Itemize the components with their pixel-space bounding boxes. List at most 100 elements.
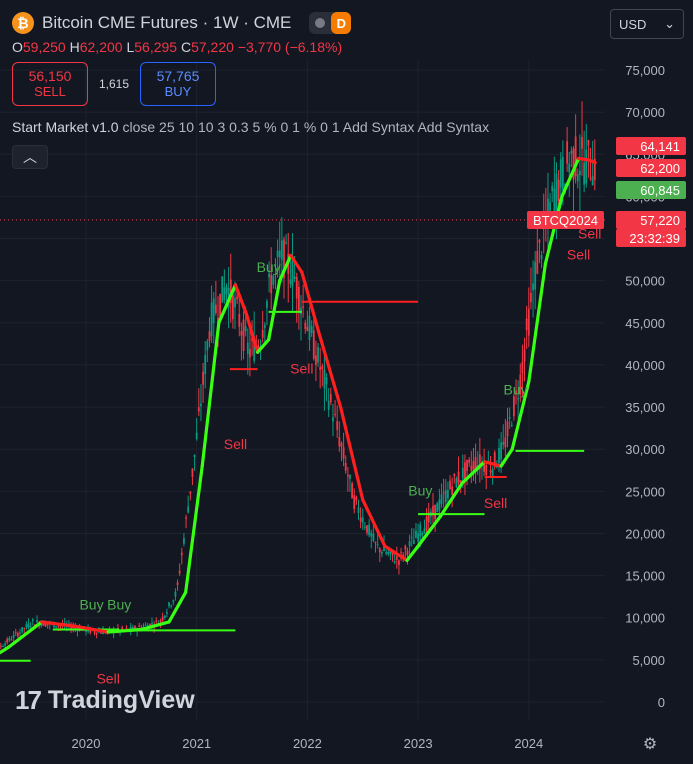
x-tick-label: 2023: [404, 736, 433, 751]
trend-line-segment: [416, 515, 442, 548]
candle-body: [163, 615, 166, 618]
y-tick-label: 45,000: [625, 316, 665, 331]
indicator-name: Start Market v1.0: [12, 119, 119, 135]
chevron-up-icon: ︿: [23, 149, 37, 165]
buy-signal-label: Buy: [408, 483, 432, 499]
candle-body: [197, 407, 200, 412]
trend-line-segment: [217, 283, 238, 325]
trend-line-segment: [40, 620, 77, 628]
buy-button[interactable]: 57,765 BUY: [140, 62, 216, 106]
candle-body: [532, 283, 534, 291]
delayed-badge: D: [331, 12, 352, 34]
trend-line-segment: [0, 645, 11, 655]
candle-body: [319, 367, 322, 370]
candle-body: [536, 250, 539, 274]
settings-gear-icon[interactable]: ⚙: [642, 736, 658, 753]
candle-body: [46, 623, 49, 625]
buy-label: BUY: [164, 84, 192, 99]
y-tick-label: 40,000: [625, 358, 665, 373]
candle-body: [29, 626, 32, 628]
candle-body: [202, 371, 204, 385]
trend-line-segment: [300, 270, 321, 333]
candle-body: [534, 261, 537, 290]
candle-body: [210, 302, 213, 337]
candle-body: [500, 442, 503, 460]
low-value: 56,295: [134, 39, 178, 55]
candle-body: [27, 623, 30, 628]
candle-body: [321, 365, 324, 370]
candle-body: [95, 632, 98, 635]
candle-body: [293, 276, 296, 280]
price-tag-trend: 60,845: [616, 181, 686, 199]
candle-body: [370, 532, 373, 537]
candle-body: [144, 624, 147, 626]
candle-body: [483, 463, 485, 472]
sell-signal-label: Sell: [224, 436, 247, 452]
candle-body: [174, 591, 177, 597]
tradingview-logo[interactable]: 17 TradingView: [15, 685, 195, 716]
candle-body: [246, 342, 249, 354]
candle-body: [19, 632, 21, 634]
candle-body: [229, 279, 232, 304]
candle-body: [231, 294, 234, 320]
candle-body: [568, 163, 571, 173]
indicator-params: close 25 10 10 3 0.3 5 % 0 1 % 0 1 Add S…: [122, 119, 490, 135]
candle-body: [31, 619, 34, 621]
candle-body: [523, 349, 526, 362]
candle-body: [363, 526, 366, 528]
candle-body: [451, 486, 454, 495]
candle-body: [421, 532, 424, 536]
candle-body: [10, 639, 13, 641]
candle-body: [489, 470, 492, 473]
candle-body: [40, 624, 43, 627]
bitcoin-icon: ₿: [12, 12, 34, 34]
candle-body: [391, 552, 394, 556]
candle-body: [402, 554, 405, 558]
y-tick-label: 15,000: [625, 569, 665, 584]
y-tick-label: 0: [658, 695, 665, 710]
trend-line-segment: [543, 194, 564, 266]
trend-line-segment: [73, 624, 110, 634]
candle-body: [129, 626, 132, 631]
candle-body: [398, 560, 400, 565]
candle-body: [23, 627, 26, 629]
candle-body: [261, 329, 264, 338]
indicator-legend[interactable]: Start Market v1.0 close 25 10 10 3 0.3 5…: [12, 119, 489, 135]
trend-line-segment: [244, 312, 260, 354]
trend-line-segment: [167, 590, 188, 624]
candle-body: [376, 544, 379, 546]
candle-body: [419, 524, 422, 537]
candle-body: [368, 524, 371, 536]
candle-body: [472, 461, 475, 470]
candle-body: [412, 539, 415, 544]
candle-body: [566, 141, 569, 164]
toggle-dot-icon: [315, 18, 326, 28]
sell-signal-label: Sell: [567, 247, 590, 263]
candle-body: [21, 627, 24, 632]
buy-signal-label: Buy: [503, 381, 527, 397]
candle-body: [278, 250, 281, 258]
trend-line-segment: [233, 283, 249, 316]
trend-line-segment: [438, 481, 464, 519]
candle-body: [151, 622, 153, 625]
candle-body: [527, 308, 530, 336]
session-toggle[interactable]: D: [309, 12, 352, 34]
y-tick-label: 5,000: [632, 653, 665, 668]
candle-body: [410, 537, 413, 539]
y-tick-label: 75,000: [625, 63, 665, 78]
symbol-title[interactable]: Bitcoin CME Futures · 1W · CME: [42, 13, 292, 32]
sell-button[interactable]: 56,150 SELL: [12, 62, 88, 106]
collapse-legend-button[interactable]: ︿: [12, 145, 48, 169]
high-label: H: [69, 39, 80, 55]
open-value: 59,250: [22, 39, 66, 55]
tradingview-wordmark: TradingView: [47, 686, 195, 714]
candle-body: [461, 467, 464, 479]
candle-body: [55, 626, 58, 628]
price-tag-high: 62,200: [616, 159, 686, 177]
candle-body: [530, 293, 532, 303]
currency-select[interactable]: USD ⌄: [610, 9, 684, 39]
candle-body: [193, 454, 196, 458]
candle-body: [253, 336, 256, 361]
